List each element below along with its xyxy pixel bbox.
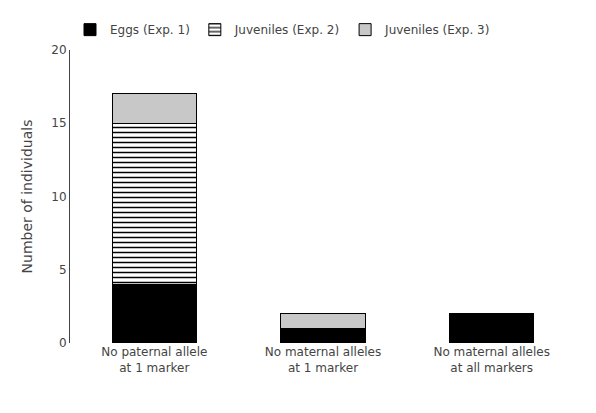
svg-text:No maternal allelesat all mark: No maternal allelesat all markers xyxy=(433,345,549,375)
svg-text:10: 10 xyxy=(51,190,66,204)
svg-text:20: 20 xyxy=(51,43,66,57)
svg-text:Juveniles (Exp. 3): Juveniles (Exp. 3) xyxy=(384,23,489,37)
svg-text:Eggs (Exp. 1): Eggs (Exp. 1) xyxy=(110,23,190,37)
svg-text:0: 0 xyxy=(59,336,67,350)
svg-text:5: 5 xyxy=(59,263,67,277)
svg-text:Juveniles (Exp. 2): Juveniles (Exp. 2) xyxy=(234,23,339,37)
svg-text:15: 15 xyxy=(51,116,66,130)
svg-text:No paternal alleleat 1 marker: No paternal alleleat 1 marker xyxy=(101,345,207,375)
svg-text:No maternal allelesat 1 marker: No maternal allelesat 1 marker xyxy=(265,345,381,375)
svg-text:Number of individuals: Number of individuals xyxy=(19,120,35,274)
